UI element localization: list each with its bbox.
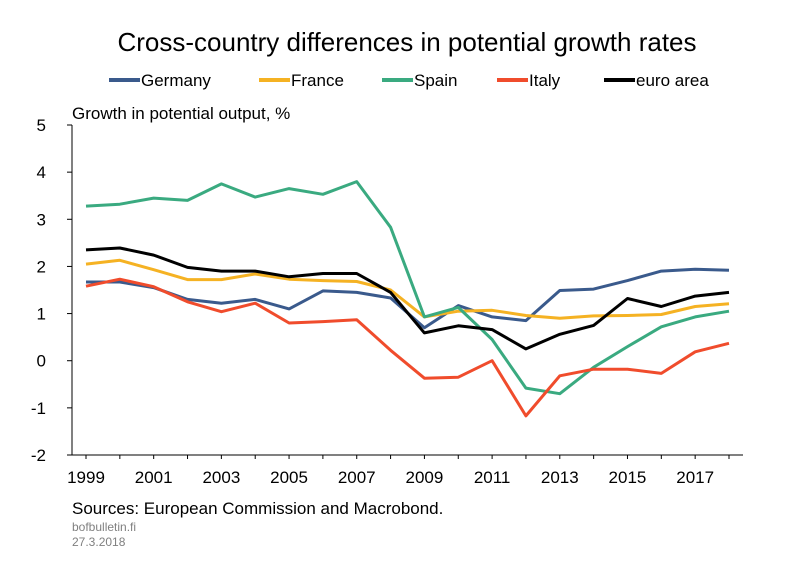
series-line-spain xyxy=(85,180,730,396)
x-tick-label: 2001 xyxy=(135,468,173,487)
chart-title: Cross-country differences in potential g… xyxy=(117,27,696,57)
legend-label-italy: Italy xyxy=(529,71,561,90)
source-note: Sources: European Commission and Macrobo… xyxy=(72,499,443,518)
series-lines xyxy=(85,180,730,418)
x-tick-label: 2005 xyxy=(270,468,308,487)
y-tick-label: 3 xyxy=(37,210,46,229)
series-line-euro-area xyxy=(85,246,730,351)
x-tick-label: 2017 xyxy=(676,468,714,487)
x-tick-label: 2009 xyxy=(406,468,444,487)
legend-label-germany: Germany xyxy=(141,71,211,90)
x-tick-label: 2007 xyxy=(338,468,376,487)
series-line-italy xyxy=(85,277,730,418)
y-tick-label: 1 xyxy=(37,305,46,324)
x-tick-label: 2015 xyxy=(609,468,647,487)
x-tick-label: 2011 xyxy=(474,468,511,487)
legend-label-spain: Spain xyxy=(414,71,457,90)
x-tick-label: 1999 xyxy=(67,468,105,487)
y-tick-label: -2 xyxy=(31,446,46,465)
tick-labels: 5 4 3 2 1 0 -1 -2 1999 2001 2003 2005 2007 2009 2011 20… xyxy=(31,116,714,487)
y-axis-label: Growth in potential output, % xyxy=(72,104,290,123)
y-tick-label: 2 xyxy=(37,257,46,276)
footer-date: 27.3.2018 xyxy=(72,535,126,549)
series-line-france xyxy=(85,258,730,320)
legend: Germany France Spain Italy euro area xyxy=(109,71,709,90)
y-tick-label: -1 xyxy=(31,399,46,418)
y-tick-label: 4 xyxy=(37,163,46,182)
y-tick-label: 0 xyxy=(37,352,46,371)
x-tick-label: 2013 xyxy=(541,468,579,487)
legend-label-euro-area: euro area xyxy=(636,71,709,90)
legend-label-france: France xyxy=(291,71,344,90)
y-tick-label: 5 xyxy=(37,116,46,135)
footer-site: bofbulletin.fi xyxy=(72,520,136,534)
x-tick-label: 2003 xyxy=(202,468,240,487)
axes xyxy=(67,124,743,459)
